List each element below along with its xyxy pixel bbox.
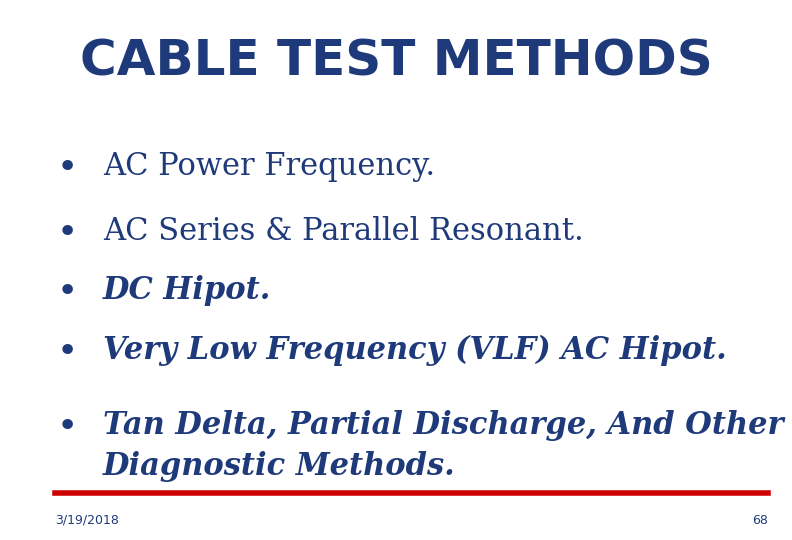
- Text: •: •: [57, 275, 78, 309]
- Text: •: •: [57, 335, 78, 369]
- Text: •: •: [57, 216, 78, 250]
- Text: DC Hipot.: DC Hipot.: [103, 275, 272, 306]
- Text: AC Series & Parallel Resonant.: AC Series & Parallel Resonant.: [103, 216, 584, 247]
- Text: 68: 68: [752, 514, 768, 526]
- Text: •: •: [57, 410, 78, 444]
- Text: Tan Delta, Partial Discharge, And Other
Diagnostic Methods.: Tan Delta, Partial Discharge, And Other …: [103, 410, 783, 482]
- Text: AC Power Frequency.: AC Power Frequency.: [103, 151, 435, 182]
- Text: •: •: [57, 151, 78, 185]
- Text: 3/19/2018: 3/19/2018: [55, 514, 120, 526]
- Text: Very Low Frequency (VLF) AC Hipot.: Very Low Frequency (VLF) AC Hipot.: [103, 335, 727, 366]
- Text: CABLE TEST METHODS: CABLE TEST METHODS: [80, 38, 712, 86]
